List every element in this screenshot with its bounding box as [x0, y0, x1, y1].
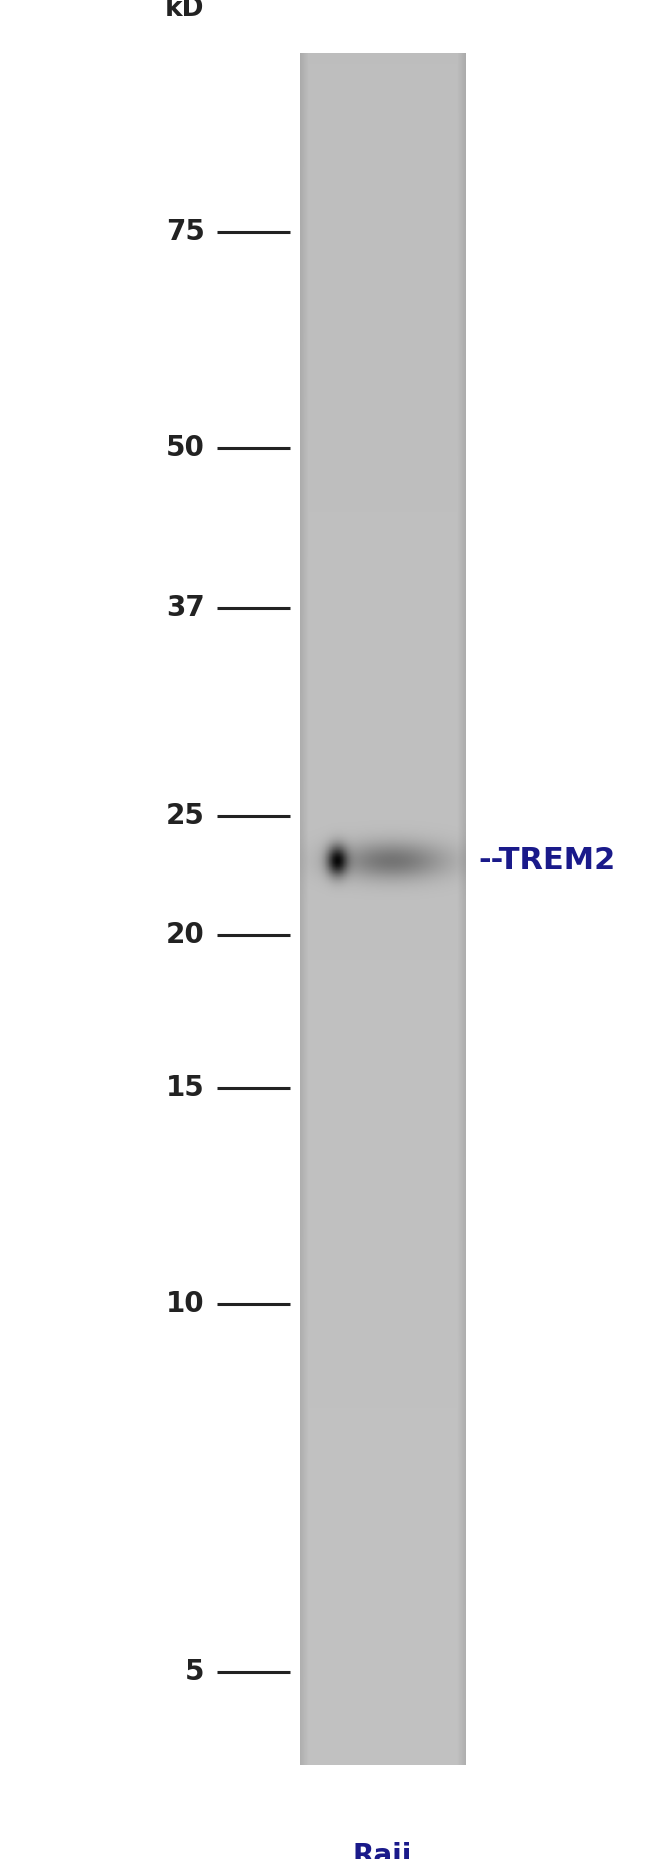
Text: kD: kD [165, 0, 205, 22]
Text: 37: 37 [166, 593, 205, 623]
Text: 25: 25 [166, 803, 205, 831]
Text: 5: 5 [185, 1658, 205, 1686]
Text: --TREM2: --TREM2 [479, 846, 616, 876]
Text: 75: 75 [166, 218, 205, 245]
Text: 50: 50 [166, 433, 205, 461]
Text: 20: 20 [166, 920, 205, 950]
Text: Raji: Raji [353, 1842, 412, 1859]
Text: 15: 15 [166, 1075, 205, 1102]
Text: 10: 10 [166, 1290, 205, 1318]
